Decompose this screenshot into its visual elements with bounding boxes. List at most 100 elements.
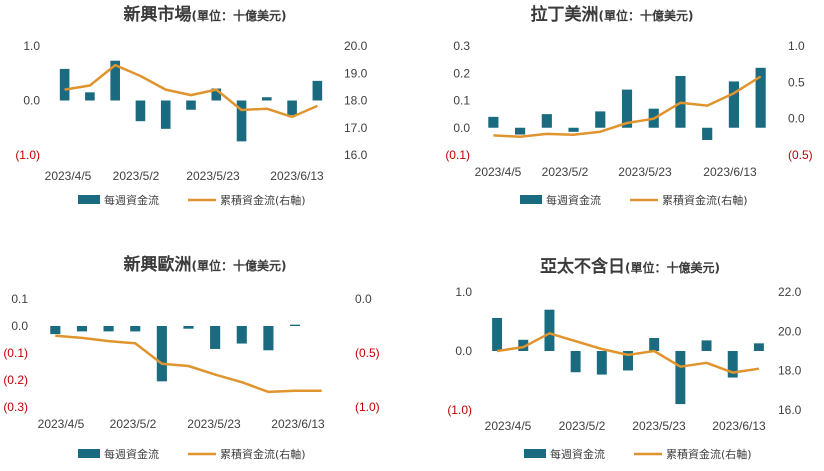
x-axis-tick-label: 2023/5/2 <box>113 169 160 183</box>
weekly-flow-bar <box>262 97 272 101</box>
weekly-flow-bar <box>211 88 222 101</box>
left-axis-tick-label: (0.1) <box>3 346 28 360</box>
weekly-flow-bar <box>183 326 194 329</box>
x-axis-tick-label: 2023/6/13 <box>270 169 324 183</box>
weekly-flow-bar <box>492 317 503 351</box>
x-axis-tick-label: 2023/5/23 <box>187 417 241 431</box>
legend-cumulative-flow-label: 累積資金流(右軸) <box>220 193 306 207</box>
weekly-flow-bar <box>701 340 712 351</box>
chart-title-unit: (單位：十億美元) <box>599 8 694 23</box>
chart-title: 新興市場(單位：十億美元) <box>124 4 287 25</box>
legend-bar-swatch <box>78 449 100 458</box>
weekly-flow-bar <box>103 326 114 332</box>
legend-weekly-flow-label: 每週資金流 <box>104 447 159 461</box>
legend-bar-swatch <box>78 195 100 204</box>
weekly-flow-bar <box>160 100 171 129</box>
chart-latin-america: 拉丁美洲(單位：十億美元) 0.3 0.2 0.1 0.0 (0.1) 1.0 0.5 0.0 (… <box>445 4 812 207</box>
weekly-flow-bar <box>753 343 764 351</box>
legend-weekly-flow-label: 每週資金流 <box>550 447 605 461</box>
weekly-flow-bar <box>135 100 146 122</box>
weekly-flow-bar <box>186 100 196 110</box>
weekly-flow-bar <box>595 111 606 128</box>
right-axis-tick-label: 18.0 <box>344 94 368 108</box>
left-axis-tick-label: 0.2 <box>453 66 470 80</box>
chart-title-unit: (單位：十億美元) <box>192 258 287 273</box>
legend-bar-swatch <box>520 195 542 204</box>
chart-emerging-markets: 新興市場(單位：十億美元) 1.0 0.0 (1.0) 20.0 19.0 18.0 17.0… <box>15 4 368 207</box>
x-axis-tick-label: 2023/5/2 <box>559 419 606 433</box>
left-axis-tick-label: 0.3 <box>453 39 470 53</box>
x-axis-tick-label: 2023/5/2 <box>542 165 589 179</box>
x-axis-tick-label: 2023/4/5 <box>38 417 85 431</box>
weekly-flow-bar <box>236 100 247 142</box>
weekly-flow-bar <box>675 351 686 405</box>
x-axis-tick-label: 2023/6/13 <box>712 419 766 433</box>
weekly-flow-bar <box>702 127 713 141</box>
chart-title-unit: (單位：十億美元) <box>625 260 720 275</box>
x-axis-tick-label: 2023/5/2 <box>110 417 157 431</box>
right-axis-tick-label: 17.0 <box>344 121 368 135</box>
right-axis-tick-label: 0.0 <box>788 112 805 126</box>
weekly-flow-bar <box>263 326 274 351</box>
legend-weekly-flow-label: 每週資金流 <box>546 193 601 207</box>
right-axis-tick-label: 0.5 <box>788 75 805 89</box>
chart-emerging-europe: 新興歐洲(單位：十億美元) 0.1 0.0 (0.1) (0.2) (0.3) 0.0 (0.… <box>3 254 380 461</box>
chart-title-main: 新興歐洲 <box>124 254 192 275</box>
x-axis-tick-label: 2023/5/23 <box>186 169 240 183</box>
right-axis-tick-label: 20.0 <box>344 39 368 53</box>
x-axis-tick-label: 2023/5/23 <box>632 419 686 433</box>
weekly-flow-bar <box>541 114 552 128</box>
cumulative-flow-line <box>64 63 318 119</box>
chart-title-unit: (單位：十億美元) <box>192 8 287 23</box>
left-axis-tick-label: 1.0 <box>455 285 472 299</box>
weekly-flow-bar <box>755 67 766 128</box>
right-axis-tick-label: 1.0 <box>788 39 805 53</box>
weekly-flow-bar <box>287 100 297 116</box>
right-axis-tick-label: 19.0 <box>344 66 368 80</box>
weekly-flow-bar <box>568 127 579 132</box>
chart-title: 亞太不含日(單位：十億美元) <box>540 256 720 277</box>
x-axis-tick-label: 2023/4/5 <box>45 169 92 183</box>
left-axis-tick-label: 0.0 <box>11 319 28 333</box>
left-axis-tick-label: 0.1 <box>453 94 470 108</box>
weekly-flow-bar <box>210 326 221 349</box>
weekly-flow-bar <box>623 351 633 371</box>
chart-title-main: 拉丁美洲 <box>531 4 599 25</box>
weekly-flow-bar <box>130 326 141 332</box>
weekly-flow-bar <box>156 326 167 382</box>
weekly-flow-bar <box>621 89 633 128</box>
legend-bar-swatch <box>524 449 546 458</box>
left-axis-tick-label: (1.0) <box>15 148 40 162</box>
left-axis-tick-label: 0.0 <box>453 121 470 135</box>
right-axis-tick-label: 0.0 <box>355 292 372 306</box>
right-axis-tick-label: (1.0) <box>355 400 380 414</box>
weekly-flow-bar <box>596 351 607 375</box>
right-axis-tick-label: 16.0 <box>778 403 802 417</box>
legend-cumulative-flow-label: 累積資金流(右軸) <box>220 447 306 461</box>
x-axis-tick-label: 2023/4/5 <box>475 165 522 179</box>
chart-title: 新興歐洲(單位：十億美元) <box>124 254 287 275</box>
left-axis-tick-label: 0.0 <box>23 94 40 108</box>
weekly-flow-bar <box>236 326 247 344</box>
weekly-flow-bar <box>728 81 739 128</box>
left-axis-tick-label: 0.1 <box>11 292 28 306</box>
chart-asia-pacific-ex-japan: 亞太不含日(單位：十億美元) 1.0 0.0 (1.0) 22.0 20.0 18.0 16.… <box>447 256 802 461</box>
left-axis-tick-label: (1.0) <box>447 403 472 417</box>
chart-panel-latin-america: 拉丁美洲(單位：十億美元) 0.3 0.2 0.1 0.0 (0.1) 1.0 0.5 0.0 (… <box>412 0 824 235</box>
left-axis-tick-label: (0.2) <box>3 373 28 387</box>
right-axis-tick-label: 16.0 <box>344 148 368 162</box>
weekly-flow-bar <box>727 351 738 378</box>
left-axis-tick-label: 1.0 <box>23 39 40 53</box>
right-axis-tick-label: (0.5) <box>355 346 380 360</box>
chart-panel-asia-pacific-ex-japan: 亞太不含日(單位：十億美元) 1.0 0.0 (1.0) 22.0 20.0 18.0 16.… <box>412 236 824 471</box>
weekly-flow-bar <box>59 68 70 101</box>
weekly-flow-bar <box>518 339 529 351</box>
right-axis-tick-label: 22.0 <box>778 285 802 299</box>
weekly-flow-bar <box>544 309 555 351</box>
weekly-flow-bar <box>110 60 120 101</box>
chart-title-main: 新興市場 <box>124 4 192 25</box>
cumulative-flow-line <box>493 75 762 139</box>
legend-weekly-flow-label: 每週資金流 <box>104 193 159 207</box>
x-axis-tick-label: 2023/6/13 <box>271 417 325 431</box>
chart-panel-emerging-europe: 新興歐洲(單位：十億美元) 0.1 0.0 (0.1) (0.2) (0.3) 0.0 (0.… <box>0 236 412 471</box>
